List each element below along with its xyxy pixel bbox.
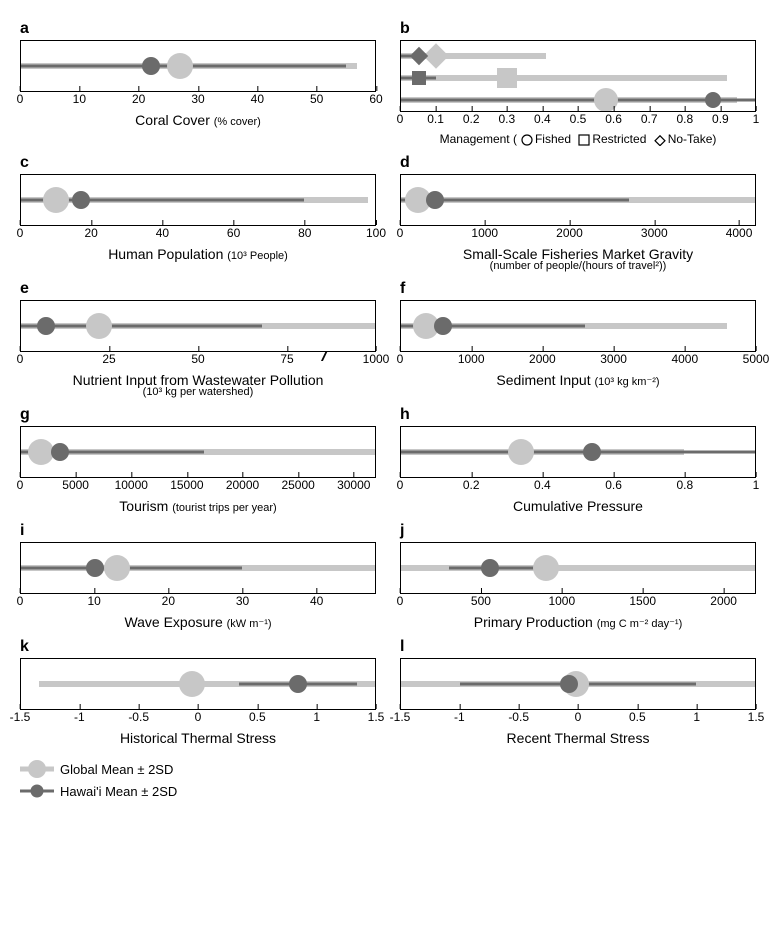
circle-icon — [521, 134, 533, 146]
xlabel-k: Historical Thermal Stress — [20, 730, 376, 746]
axis-d: 01000200030004000 — [400, 226, 756, 246]
axis-j: 0500100015002000 — [400, 594, 756, 614]
panel-letter: g — [20, 406, 376, 424]
plot-g — [20, 426, 376, 478]
panel-letter: d — [400, 154, 756, 172]
panel-grid: a 0102030405060 Coral Cover (% cover) b … — [20, 20, 756, 746]
panel-letter: l — [400, 638, 756, 656]
xlabel-a: Coral Cover (% cover) — [20, 112, 376, 128]
plot-i — [20, 542, 376, 594]
panel-letter: j — [400, 522, 756, 540]
panel-e: e 02550751000// Nutrient Input from Wast… — [20, 280, 376, 398]
plot-l — [400, 658, 756, 710]
xlabel-h: Cumulative Pressure — [400, 498, 756, 514]
panel-l: l -1.5-1-0.500.511.5 Recent Thermal Stre… — [400, 638, 756, 746]
panel-letter: b — [400, 20, 756, 38]
panel-j: j 0500100015002000 Primary Production (m… — [400, 522, 756, 630]
xlabel-g: Tourism (tourist trips per year) — [20, 498, 376, 514]
panel-f: f 010002000300040005000 Sediment Input (… — [400, 280, 756, 398]
panel-letter: i — [20, 522, 376, 540]
panel-b: b 00.10.20.30.40.50.60.70.80.91 Manageme… — [400, 20, 756, 146]
xlabel-j: Primary Production (mg C m⁻² day⁻¹) — [400, 614, 756, 630]
plot-h — [400, 426, 756, 478]
axis-b: 00.10.20.30.40.50.60.70.80.91 — [400, 112, 756, 132]
panel-c: c 020406080100 Human Population (10³ Peo… — [20, 154, 376, 272]
axis-c: 020406080100 — [20, 226, 376, 246]
xlabel-d-sub: (number of people/(hours of travel²)) — [400, 260, 756, 272]
panel-letter: c — [20, 154, 376, 172]
plot-b — [400, 40, 756, 112]
xlabel-c: Human Population (10³ People) — [20, 246, 376, 262]
plot-e — [20, 300, 376, 352]
panel-letter: k — [20, 638, 376, 656]
axis-i: 010203040 — [20, 594, 376, 614]
xlabel-l: Recent Thermal Stress — [400, 730, 756, 746]
legend-global: Global Mean ± 2SD — [20, 760, 756, 778]
panel-letter: f — [400, 280, 756, 298]
panel-letter: e — [20, 280, 376, 298]
legend-global-label: Global Mean ± 2SD — [60, 762, 173, 777]
plot-k — [20, 658, 376, 710]
axis-h: 00.20.40.60.81 — [400, 478, 756, 498]
plot-f — [400, 300, 756, 352]
panel-h: h 00.20.40.60.81 Cumulative Pressure — [400, 406, 756, 514]
plot-a — [20, 40, 376, 92]
panel-letter: h — [400, 406, 756, 424]
diamond-icon — [654, 134, 666, 146]
square-icon — [578, 134, 590, 146]
xlabel-b: Management (Fished Restricted No-Take) — [400, 132, 756, 146]
plot-c — [20, 174, 376, 226]
panel-g: g 050001000015000200002500030000 Tourism… — [20, 406, 376, 514]
axis-e: 02550751000// — [20, 352, 376, 372]
axis-a: 0102030405060 — [20, 92, 376, 112]
axis-f: 010002000300040005000 — [400, 352, 756, 372]
xlabel-i: Wave Exposure (kW m⁻¹) — [20, 614, 376, 630]
panel-k: k -1.5-1-0.500.511.5 Historical Thermal … — [20, 638, 376, 746]
plot-j — [400, 542, 756, 594]
legend-hawaii: Hawai'i Mean ± 2SD — [20, 782, 756, 800]
legend-hawaii-label: Hawai'i Mean ± 2SD — [60, 784, 177, 799]
xlabel-f: Sediment Input (10³ kg km⁻²) — [400, 372, 756, 388]
axis-k: -1.5-1-0.500.511.5 — [20, 710, 376, 730]
panel-a: a 0102030405060 Coral Cover (% cover) — [20, 20, 376, 146]
panel-i: i 010203040 Wave Exposure (kW m⁻¹) — [20, 522, 376, 630]
panel-letter: a — [20, 20, 376, 38]
axis-g: 050001000015000200002500030000 — [20, 478, 376, 498]
axis-l: -1.5-1-0.500.511.5 — [400, 710, 756, 730]
plot-d — [400, 174, 756, 226]
legend: Global Mean ± 2SD Hawai'i Mean ± 2SD — [20, 760, 756, 800]
panel-d: d 01000200030004000 Small-Scale Fisherie… — [400, 154, 756, 272]
